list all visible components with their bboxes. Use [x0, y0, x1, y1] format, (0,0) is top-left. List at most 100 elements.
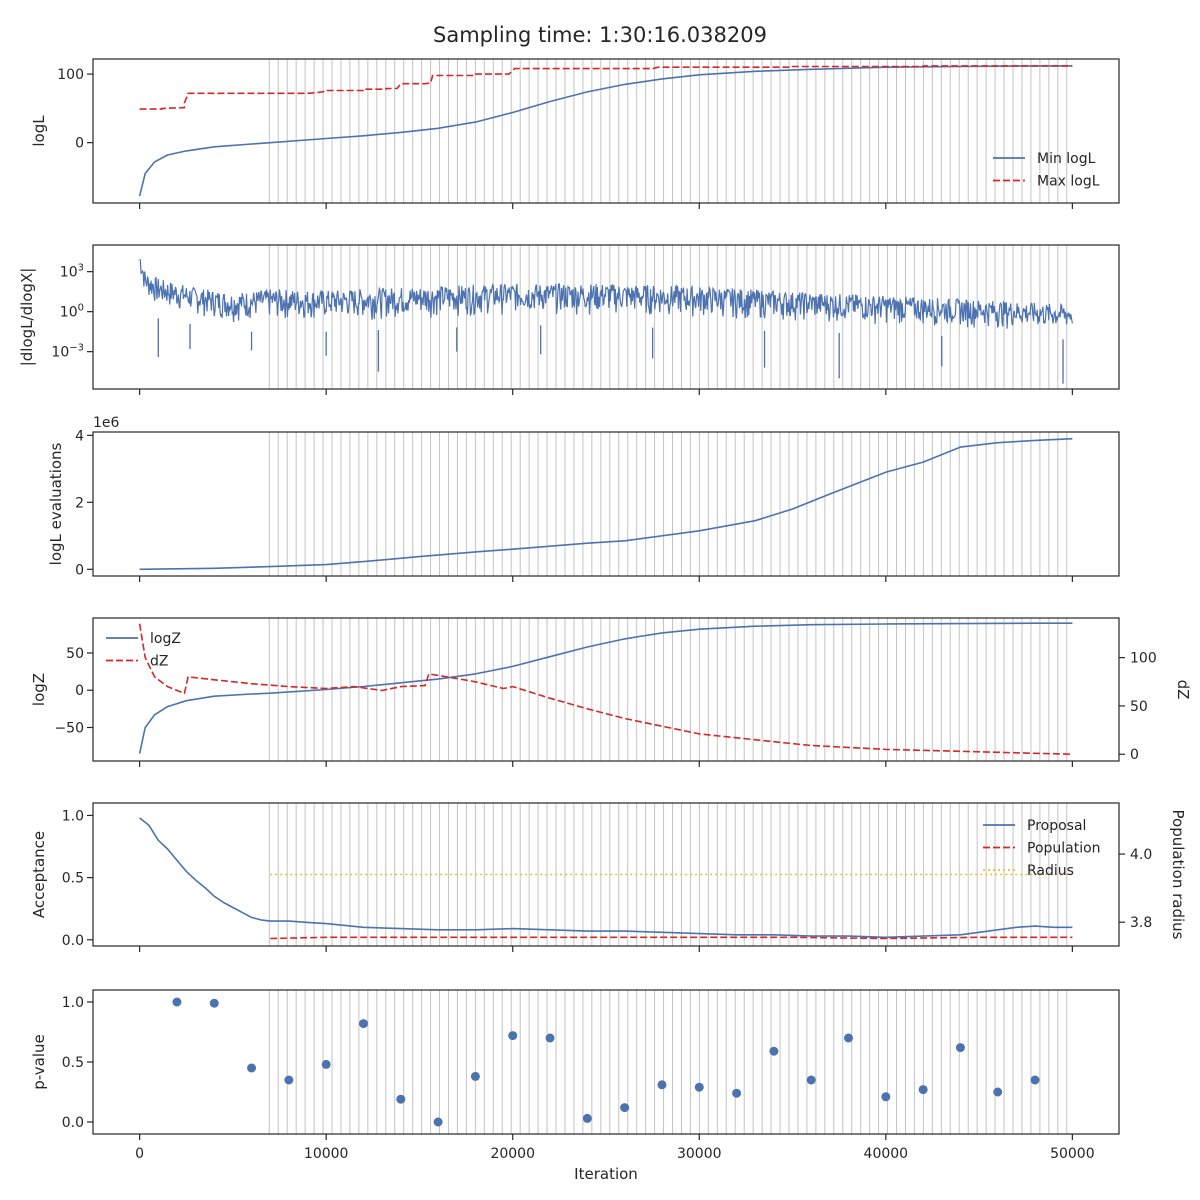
y2-tick-label: 4.0: [1130, 847, 1152, 863]
y-tick-label: 4: [75, 428, 84, 444]
legend-label: dZ: [150, 654, 168, 670]
y2-tick-label: 50: [1130, 699, 1148, 715]
x-axis-label: Iteration: [574, 1165, 638, 1183]
scatter-point: [172, 997, 182, 1007]
y-axis-label: logL: [30, 115, 48, 147]
legend-label: Max logL: [1037, 174, 1100, 190]
y-tick-label: 100: [60, 303, 84, 321]
series-line-proposal: [139, 817, 1073, 939]
scatter-point: [918, 1085, 928, 1095]
offset-text: 1e6: [93, 415, 120, 431]
plot-area: [172, 997, 1040, 1127]
panel-5: 0.0 0.5 1.0 3.8 4.0 Acceptance Population radi…: [30, 802, 1187, 952]
y2-tick-label: 100: [1130, 651, 1157, 667]
series-line: [139, 258, 1073, 329]
scatter-point: [732, 1088, 742, 1098]
series-line-max-logl: [139, 65, 1073, 110]
y-tick-label: 50: [66, 646, 84, 662]
axes-frame: [92, 244, 1120, 390]
legend: logZ dZ: [106, 631, 181, 670]
scatter-point: [508, 1031, 518, 1041]
y-axis-label: logZ: [30, 673, 48, 706]
x-tick-label: 20000: [490, 1146, 535, 1162]
axes-frame: [92, 431, 1120, 577]
series-line-population: [270, 936, 1073, 940]
y2-axis-label: Population radius: [1169, 810, 1187, 940]
legend-label: logZ: [150, 631, 181, 647]
y-axis-label: Acceptance: [30, 831, 48, 918]
y-axis-label: |dlogL/dlogX|: [18, 268, 36, 367]
scatter-point: [694, 1082, 704, 1092]
scatter-point: [582, 1113, 592, 1123]
y-tick-label: 1.0: [62, 995, 84, 1011]
scatter-point: [844, 1033, 854, 1043]
y-tick-label: −50: [54, 720, 84, 736]
scatter-point: [620, 1103, 630, 1113]
panel-3: 0 2 4 logL evaluations 1e6: [47, 415, 1120, 582]
legend-label: Radius: [1027, 863, 1074, 879]
plot-area: [139, 437, 1073, 571]
x-tick-label: 50000: [1050, 1146, 1095, 1162]
y2-axis-label: dZ: [1174, 680, 1192, 700]
scatter-point: [769, 1046, 779, 1056]
scatter-point: [247, 1063, 257, 1073]
scatter-point: [433, 1117, 443, 1127]
insertion-markers: [268, 990, 1068, 1134]
scatter-point: [955, 1043, 965, 1053]
panel-2: 103 100 10−3 |dlogL/dlogX|: [18, 244, 1120, 395]
plot-area: [139, 817, 1073, 940]
x-tick-label: 10000: [304, 1146, 349, 1162]
insertion-markers: [268, 432, 1068, 576]
panel-6: 0.0 0.5 1.0 0 10000 20000 30000 40000 50000 p-val…: [30, 989, 1120, 1183]
plot-area: [138, 622, 1073, 755]
scatter-point: [881, 1092, 891, 1102]
series-line-min-logl: [138, 65, 1073, 197]
insertion-markers: [268, 618, 1068, 761]
panel-4: −50 0 50 0 50 100 logZ dZ logZ dZ: [30, 617, 1192, 767]
series-line-data: [139, 437, 1073, 571]
y-tick-label: 100: [57, 67, 84, 83]
scatter-point: [396, 1094, 406, 1104]
plot-area: [138, 65, 1073, 197]
scatter-point: [806, 1075, 816, 1085]
y2-tick-label: 0: [1130, 747, 1139, 763]
y-tick-label: 10−3: [51, 343, 84, 361]
y-tick-label: 0.0: [62, 933, 84, 949]
panel-1: 0 100 logL Min logL Max logL: [30, 58, 1120, 209]
scatter-point: [545, 1033, 555, 1043]
scatter-point: [358, 1019, 368, 1029]
y-axis-label: p-value: [30, 1034, 48, 1090]
y-tick-label: 0.5: [62, 1055, 84, 1071]
scatter-point: [321, 1059, 331, 1069]
x-tick-label: 40000: [864, 1146, 909, 1162]
axes-frame: [92, 989, 1120, 1135]
scatter-point: [284, 1075, 294, 1085]
series-line-dz: [138, 623, 1073, 755]
legend-label: Proposal: [1027, 818, 1086, 834]
y2-tick-label: 3.8: [1130, 915, 1152, 931]
y-tick-label: 0.5: [62, 871, 84, 887]
y-tick-label: 1.0: [62, 808, 84, 824]
y-tick-label: 2: [75, 495, 84, 511]
axes-frame: [92, 617, 1120, 762]
y-tick-label: 0: [75, 136, 84, 152]
scatter-point: [209, 998, 219, 1008]
y-axis-label: logL evaluations: [47, 442, 65, 565]
insertion-markers: [268, 59, 1068, 203]
figure-title: Sampling time: 1:30:16.038209: [433, 23, 767, 47]
y-tick-label: 103: [60, 263, 84, 281]
legend-label: Min logL: [1037, 151, 1096, 167]
y-tick-label: 0: [75, 562, 84, 578]
scatter-point: [1030, 1075, 1040, 1085]
scatter-point: [993, 1087, 1003, 1097]
legend: Proposal Population Radius: [983, 818, 1101, 879]
y-tick-label: 0.0: [62, 1115, 84, 1131]
x-tick-label: 0: [135, 1146, 144, 1162]
y-tick-label: 0: [75, 683, 84, 699]
legend-label: Population: [1027, 841, 1101, 857]
scatter-point: [657, 1080, 667, 1090]
scatter-point: [470, 1071, 480, 1081]
plot-area: [139, 258, 1073, 384]
axes-frame: [92, 58, 1120, 204]
